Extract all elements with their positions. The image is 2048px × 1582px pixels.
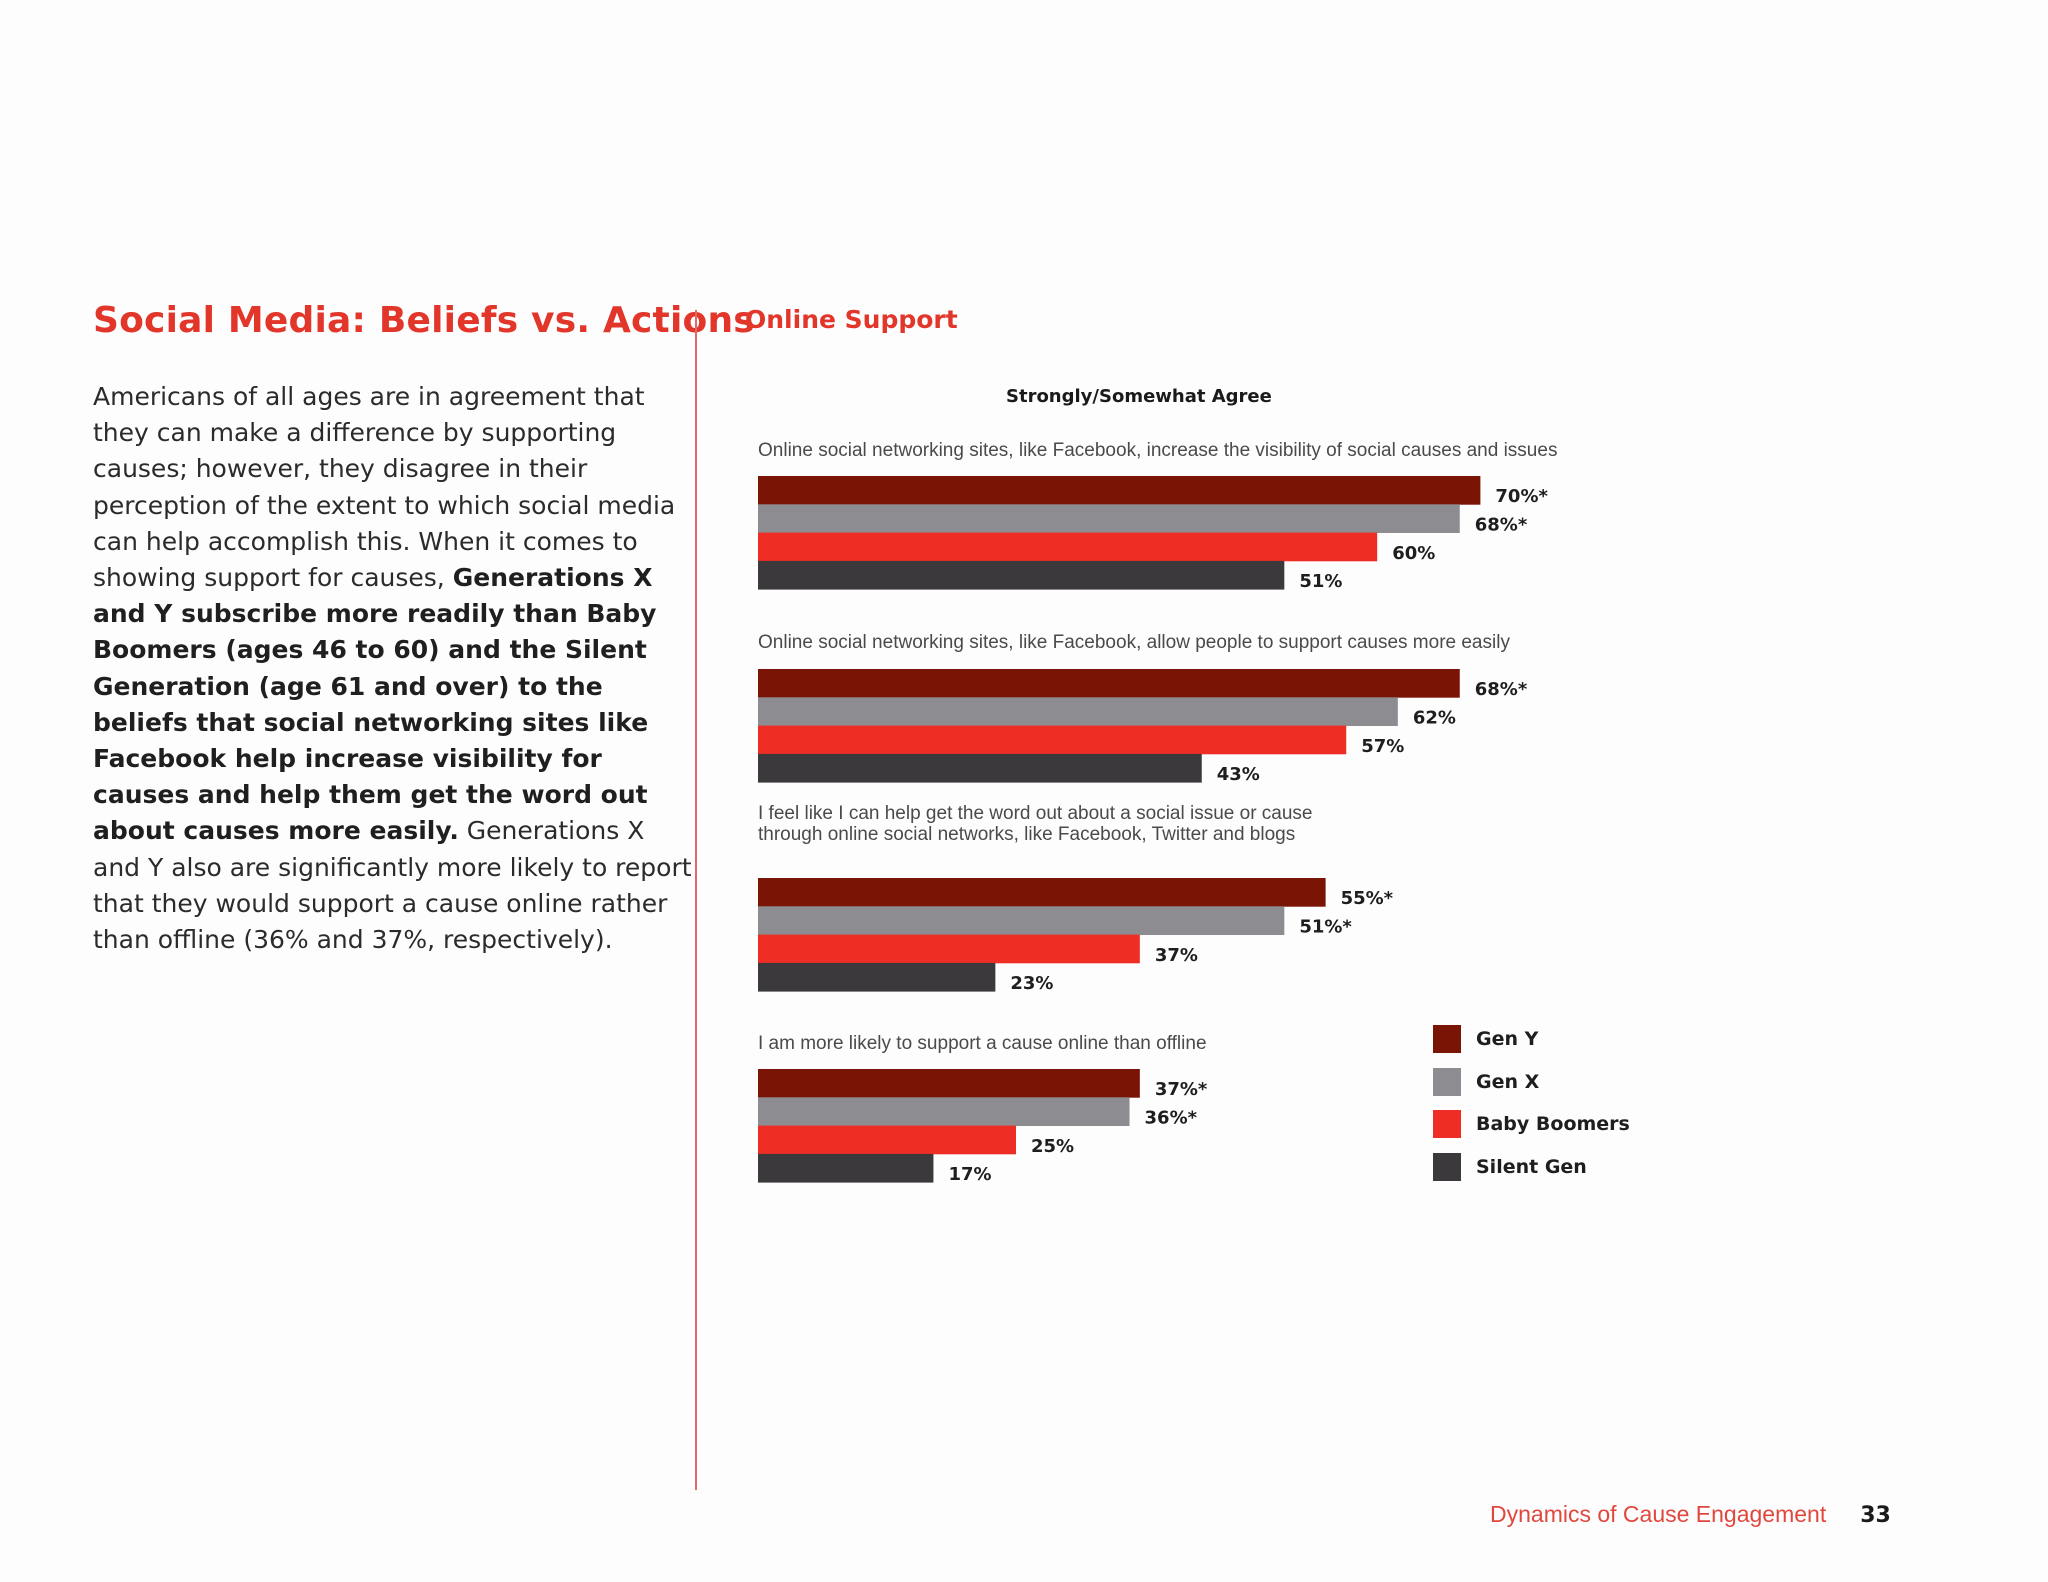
legend-swatch bbox=[1433, 1110, 1461, 1138]
page-number: 33 bbox=[1860, 1503, 1891, 1528]
footer-title: Dynamics of Cause Engagement bbox=[1490, 1501, 1827, 1527]
value-label: 17% bbox=[948, 1164, 991, 1185]
legend-item-gen-y: Gen Y bbox=[1433, 1025, 1630, 1053]
bar-gen-x bbox=[758, 504, 1460, 533]
question-label: I am more likely to support a cause onli… bbox=[758, 1033, 1207, 1054]
bar-gen-x bbox=[758, 1097, 1130, 1126]
value-label: 51%* bbox=[1299, 916, 1352, 937]
chart-title: Online Support bbox=[745, 305, 958, 334]
article-paragraph: Americans of all ages are in agreement t… bbox=[93, 379, 693, 958]
bar-gen-y bbox=[758, 669, 1460, 698]
bar-gen-y bbox=[758, 878, 1326, 907]
value-label: 36%* bbox=[1145, 1107, 1198, 1128]
bar-silent-gen bbox=[758, 1153, 934, 1183]
value-label: 25% bbox=[1031, 1136, 1074, 1157]
bar-gen-x bbox=[758, 697, 1398, 726]
value-label: 55%* bbox=[1341, 888, 1394, 909]
chart-legend: Gen Y Gen X Baby Boomers Silent Gen bbox=[1433, 1025, 1630, 1195]
paragraph-run: Americans of all ages are in agreement t… bbox=[93, 382, 676, 593]
question-label: Online social networking sites, like Fac… bbox=[758, 440, 1557, 461]
value-label: 62% bbox=[1413, 707, 1456, 728]
value-label: 43% bbox=[1217, 764, 1260, 785]
page-footer: Dynamics of Cause Engagement 33 bbox=[1490, 1501, 1891, 1528]
paragraph-run: Generations X and Y also are significant… bbox=[93, 816, 692, 955]
legend-swatch bbox=[1433, 1152, 1461, 1181]
legend-label: Gen X bbox=[1476, 1070, 1540, 1093]
value-label: 68%* bbox=[1475, 679, 1528, 700]
legend-label: Silent Gen bbox=[1476, 1155, 1587, 1178]
legend-item-silent-gen: Silent Gen bbox=[1433, 1152, 1630, 1181]
bar-silent-gen bbox=[758, 753, 1202, 783]
value-label: 23% bbox=[1010, 973, 1053, 994]
bar-baby-boomers bbox=[758, 725, 1347, 755]
bar-gen-x bbox=[758, 906, 1285, 935]
legend-label: Baby Boomers bbox=[1476, 1113, 1630, 1135]
question-label: Online social networking sites, like Fac… bbox=[758, 632, 1510, 653]
article-title: Social Media: Beliefs vs. Actions bbox=[93, 300, 755, 341]
bar-silent-gen bbox=[758, 560, 1285, 590]
legend-swatch bbox=[1433, 1067, 1461, 1096]
bar-silent-gen bbox=[758, 962, 996, 992]
legend-item-baby-boomers: Baby Boomers bbox=[1433, 1110, 1630, 1138]
legend-item-gen-x: Gen X bbox=[1433, 1067, 1630, 1096]
bar-baby-boomers bbox=[758, 934, 1140, 964]
question-label: I feel like I can help get the word out … bbox=[758, 803, 1313, 824]
value-label: 37% bbox=[1155, 945, 1198, 966]
value-label: 57% bbox=[1361, 736, 1404, 757]
paragraph-run-bold: Generations X and Y subscribe more readi… bbox=[93, 563, 657, 846]
value-label: 68%* bbox=[1475, 514, 1528, 535]
chart-subtitle: Strongly/Somewhat Agree bbox=[1006, 386, 1272, 407]
bar-baby-boomers bbox=[758, 1125, 1016, 1155]
value-label: 70%* bbox=[1495, 486, 1548, 507]
value-label: 60% bbox=[1392, 543, 1435, 564]
legend-swatch bbox=[1433, 1025, 1461, 1053]
value-label: 37%* bbox=[1155, 1079, 1208, 1100]
bar-baby-boomers bbox=[758, 532, 1378, 562]
question-label: through online social networks, like Fac… bbox=[758, 824, 1295, 845]
column-divider bbox=[695, 310, 697, 1490]
value-label: 51% bbox=[1299, 571, 1342, 592]
bar-gen-y bbox=[758, 1069, 1140, 1098]
article: Social Media: Beliefs vs. Actions Americ… bbox=[93, 300, 755, 983]
bar-gen-y bbox=[758, 476, 1481, 505]
legend-label: Gen Y bbox=[1476, 1028, 1539, 1050]
